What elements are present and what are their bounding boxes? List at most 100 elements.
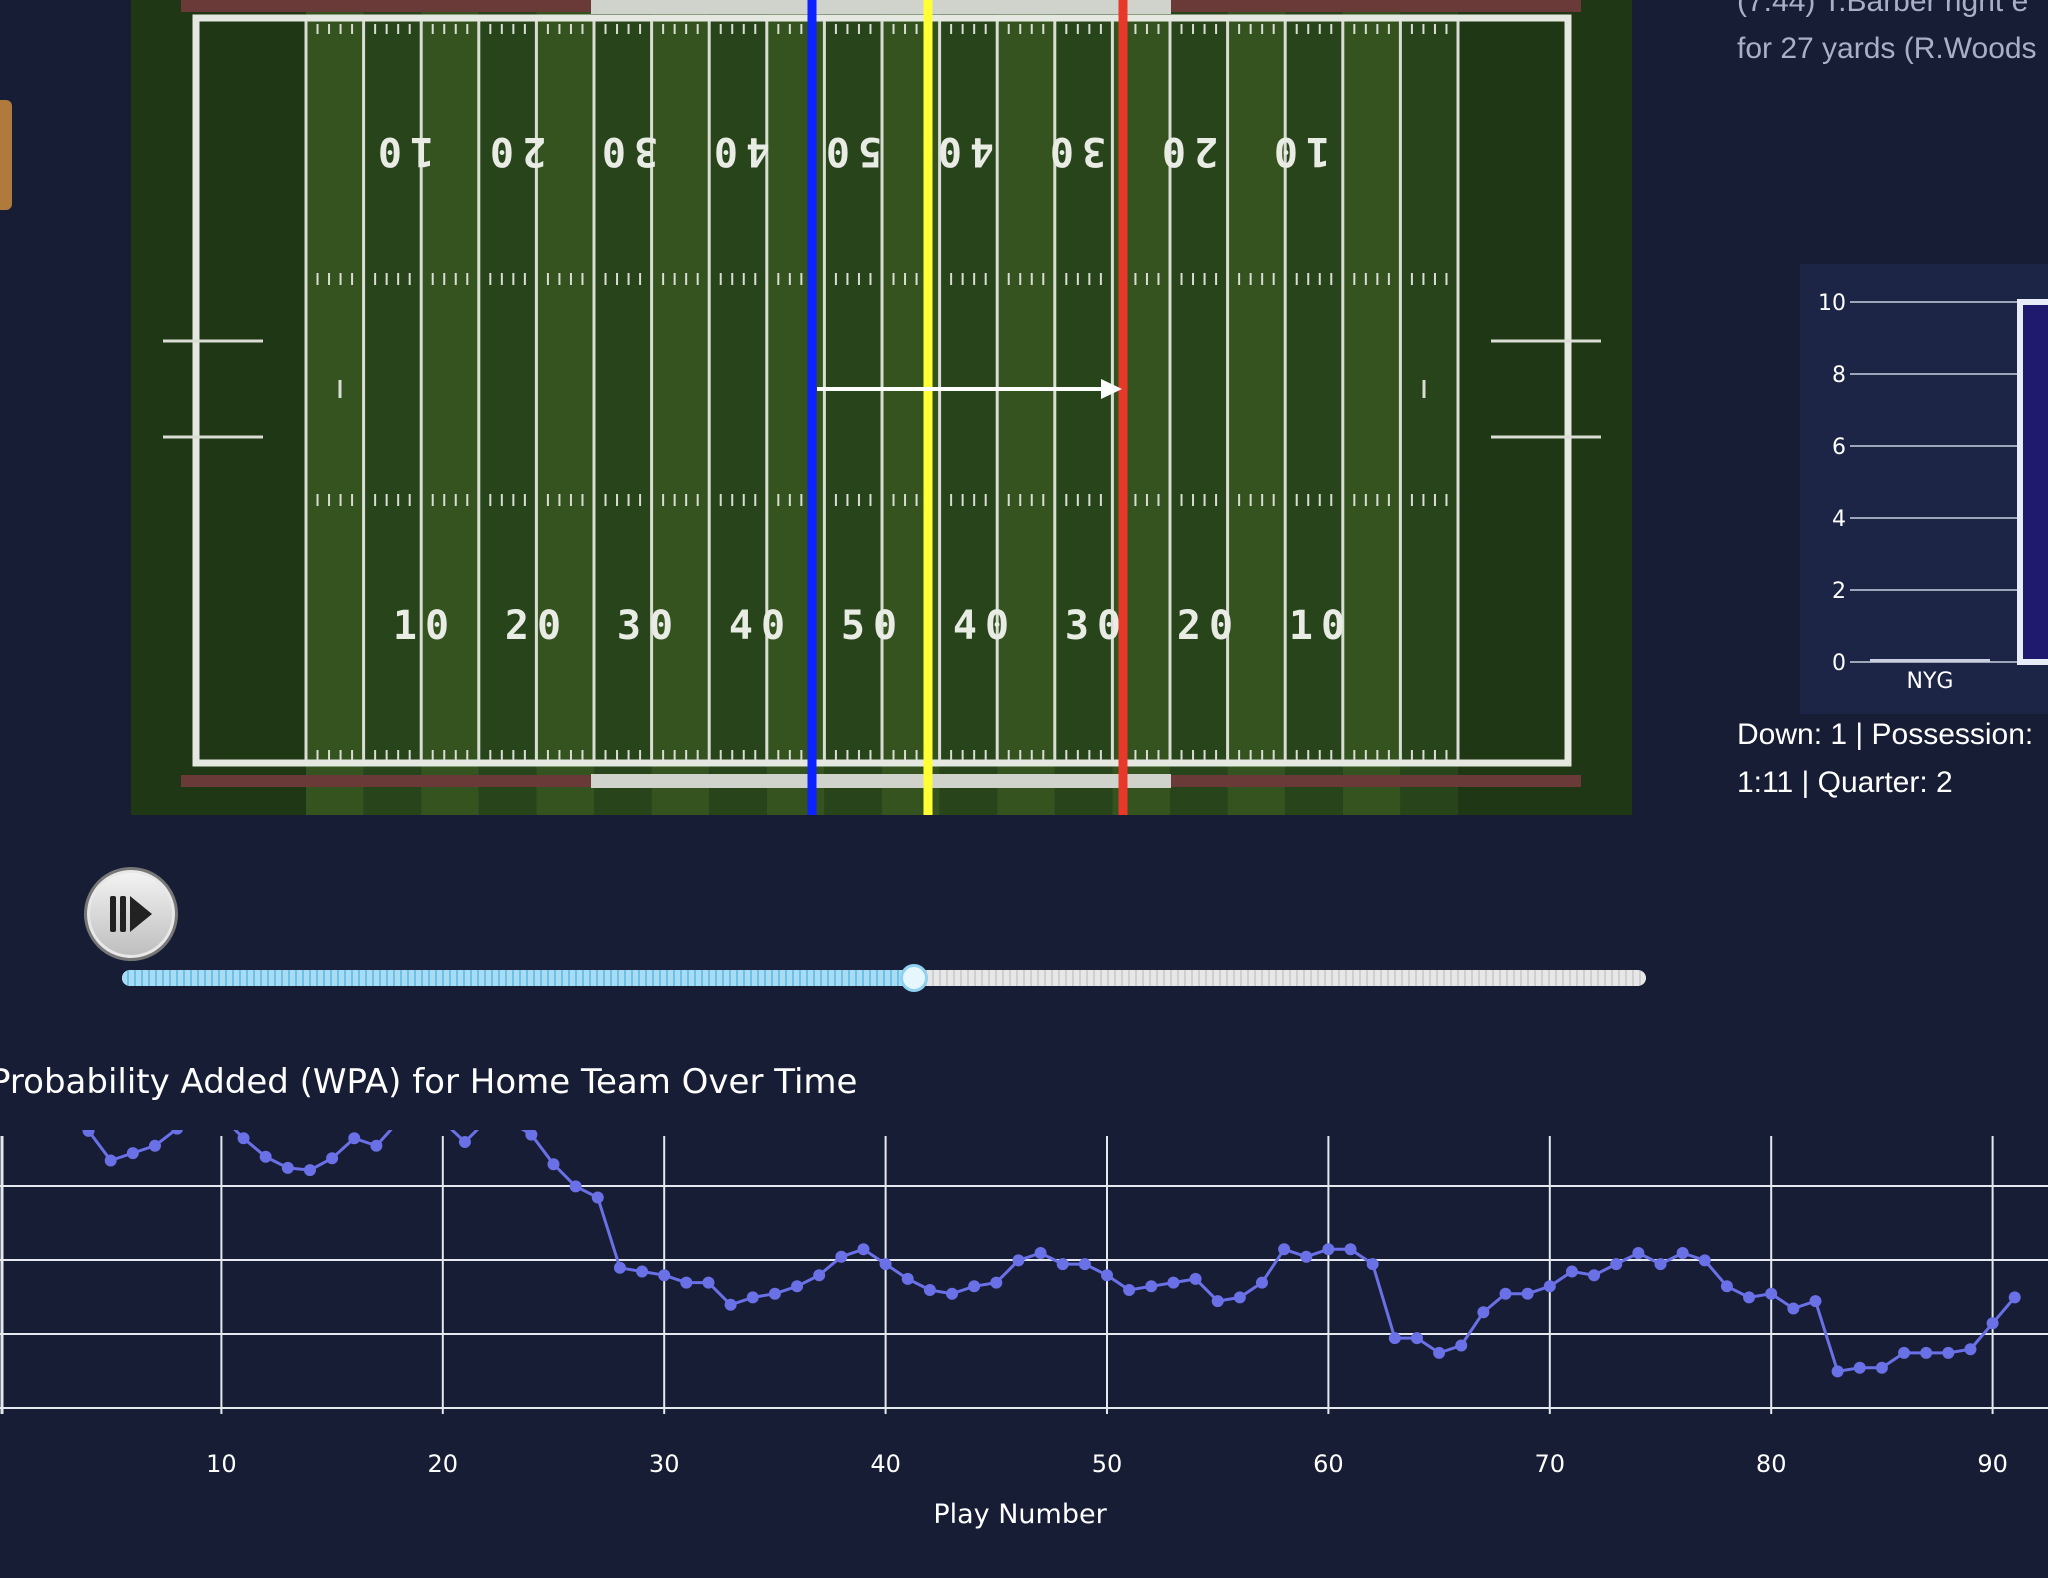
data-point — [1831, 1365, 1844, 1378]
y-tick-label: 6 — [1832, 435, 1846, 460]
yard-number-bottom: 20 — [1176, 603, 1242, 649]
wpa-chart-title: Probability Added (WPA) for Home Team Ov… — [0, 1062, 858, 1102]
data-point — [1056, 1258, 1069, 1271]
data-point — [82, 1130, 95, 1137]
field-stripe — [1054, 0, 1113, 815]
data-point — [1078, 1258, 1091, 1271]
data-point — [857, 1243, 870, 1256]
team-bar-chart: 0 2 4 6 8 10 NYG — [1800, 264, 2048, 714]
field-stripe — [306, 0, 364, 815]
data-point — [1898, 1346, 1911, 1359]
field-stripe — [1342, 0, 1401, 815]
y-tick-label: 10 — [1818, 291, 1846, 316]
field-stripe — [478, 0, 537, 815]
data-point — [680, 1276, 693, 1289]
data-point — [1986, 1317, 1999, 1330]
field-stripe — [709, 0, 767, 815]
x-tick-label: 60 — [1313, 1450, 1344, 1478]
bar — [1870, 659, 1990, 662]
field-stripe — [997, 0, 1055, 815]
data-point — [1477, 1306, 1490, 1319]
status-down-possession: Down: 1 | Possession: — [1737, 718, 2034, 751]
endzone-left — [131, 0, 306, 815]
data-point — [724, 1298, 737, 1311]
data-point — [879, 1258, 892, 1271]
field-stripe — [536, 0, 594, 815]
data-point — [1388, 1332, 1401, 1345]
data-point — [1676, 1247, 1689, 1259]
data-point — [1565, 1265, 1578, 1278]
yard-number-bottom: 20 — [504, 603, 570, 649]
x-axis-label: Play Number — [933, 1499, 1107, 1530]
field-stripe — [651, 0, 710, 815]
wpa-line-chart: 10 20 30 40 50 60 70 80 90 Play Number — [0, 1130, 2048, 1530]
yard-number-bottom: 10 — [1288, 603, 1354, 649]
field-border — [192, 14, 1572, 767]
data-point — [259, 1150, 272, 1163]
data-point — [148, 1139, 161, 1152]
data-point — [1255, 1276, 1268, 1289]
x-tick-label: 20 — [428, 1450, 459, 1478]
y-tick-label: 0 — [1832, 651, 1846, 676]
team-bar-chart-svg: 0 2 4 6 8 10 NYG — [1818, 291, 2048, 694]
data-point — [2008, 1291, 2021, 1304]
data-point — [326, 1152, 339, 1165]
data-point — [591, 1191, 604, 1204]
data-point — [370, 1139, 383, 1152]
play-pause-button[interactable] — [84, 867, 178, 961]
data-point — [525, 1130, 538, 1141]
x-tick-label: 70 — [1535, 1450, 1566, 1478]
yard-number-bottom: 40 — [728, 603, 794, 649]
data-point — [1499, 1287, 1512, 1300]
data-point — [1809, 1295, 1822, 1308]
data-point — [1632, 1247, 1645, 1259]
data-point — [923, 1284, 936, 1296]
data-point — [1875, 1361, 1888, 1374]
data-point — [1167, 1276, 1180, 1289]
sidebar-toggle-tab[interactable] — [0, 100, 12, 210]
field-stripe — [1170, 0, 1228, 815]
data-point — [1278, 1243, 1291, 1256]
data-point — [1366, 1258, 1379, 1271]
x-tick-label: 40 — [870, 1450, 901, 1478]
yard-number-bottom: 50 — [840, 603, 906, 649]
data-point — [813, 1269, 826, 1282]
x-tick-label: 10 — [206, 1450, 237, 1478]
play-description: (7:44) T.Barber right e for 27 yards (R.… — [1737, 0, 2048, 72]
data-point — [1300, 1250, 1313, 1263]
data-point — [1433, 1346, 1446, 1359]
data-point — [1720, 1280, 1733, 1293]
data-point — [968, 1280, 981, 1293]
x-tick-label: 90 — [1977, 1450, 2008, 1478]
data-point — [281, 1161, 294, 1174]
yard-number-bottom: 30 — [616, 603, 682, 649]
slider-thumb[interactable] — [900, 964, 929, 992]
x-tick-label: 50 — [1092, 1450, 1123, 1478]
data-point — [1344, 1243, 1357, 1256]
data-point — [613, 1261, 626, 1274]
bar — [2017, 299, 2048, 665]
field-stripe — [421, 0, 479, 815]
slider-fill — [122, 970, 915, 986]
data-point — [636, 1265, 649, 1278]
x-tick-label: 30 — [649, 1450, 680, 1478]
data-point — [1123, 1284, 1136, 1296]
data-point — [1233, 1291, 1246, 1304]
data-point — [835, 1250, 848, 1263]
field-stripe — [363, 0, 422, 815]
data-point — [1189, 1272, 1202, 1285]
data-point — [547, 1158, 560, 1171]
data-point — [746, 1291, 759, 1304]
data-point — [658, 1269, 671, 1282]
data-point — [1034, 1247, 1047, 1259]
play-slider[interactable] — [122, 964, 1646, 992]
play-overlay — [807, 0, 1128, 815]
data-point — [303, 1164, 316, 1177]
yard-number-bottom: 30 — [1064, 603, 1130, 649]
data-point — [1588, 1269, 1601, 1282]
field-drawing — [131, 0, 1632, 815]
data-point — [1787, 1302, 1800, 1315]
data-point — [348, 1132, 361, 1145]
play-description-line: (7:44) T.Barber right e — [1737, 0, 2029, 18]
play-description-line: for 27 yards (R.Woods — [1737, 32, 2037, 65]
